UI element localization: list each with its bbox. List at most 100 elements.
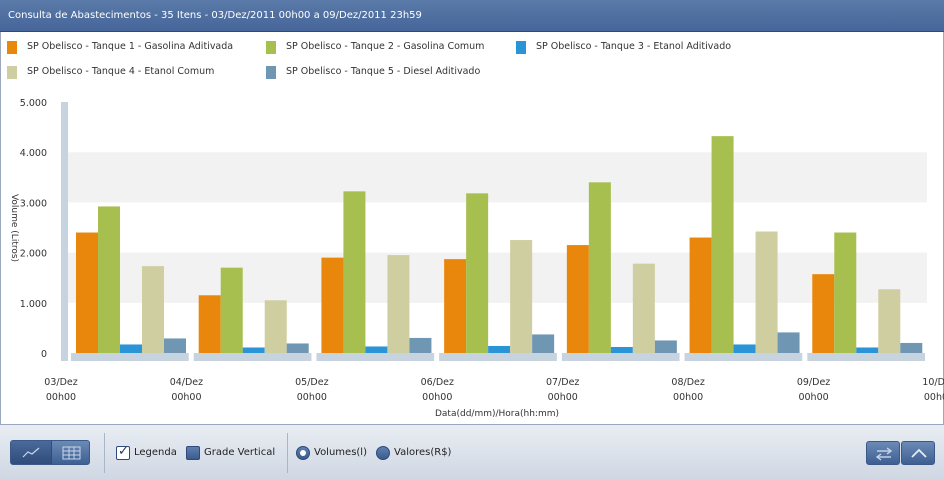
bar (343, 191, 366, 353)
y-tick-label: 0 (41, 349, 47, 360)
view-toggle (10, 440, 90, 465)
collapse-button[interactable] (901, 441, 935, 465)
x-tick-date: 08/Dez (671, 377, 704, 388)
legend-item-tank-3[interactable]: SP Obelisco - Tanque 3 - Etanol Aditivad… (516, 40, 731, 54)
y-axis-line (61, 102, 68, 361)
bar (689, 237, 712, 353)
grid-checkbox-label: Grade Vertical (204, 447, 276, 458)
grid-band (68, 202, 927, 253)
x-tick-time: 00h00 (548, 392, 578, 403)
swap-icon (875, 447, 893, 461)
bar (632, 263, 655, 353)
bar (321, 257, 344, 353)
radio-selected[interactable] (296, 446, 310, 460)
legend-item-tank-1[interactable]: SP Obelisco - Tanque 1 - Gasolina Aditiv… (7, 40, 233, 54)
bar (588, 182, 611, 353)
radio-unselected[interactable] (376, 446, 390, 460)
bar (755, 231, 778, 353)
chevron-up-icon (911, 448, 927, 458)
window-title: Consulta de Abastecimentos - 35 Itens - … (8, 10, 422, 21)
bar (566, 245, 589, 353)
y-axis-label: Volume (Litros) (9, 194, 19, 262)
x-tick-time: 00h00 (297, 392, 327, 403)
bar (409, 337, 432, 353)
grid-checkbox[interactable]: Grade Vertical (186, 445, 275, 461)
chart-view-button[interactable] (11, 441, 51, 464)
y-tick-label: 2.000 (20, 249, 47, 260)
category-base (316, 353, 435, 361)
category-base (193, 353, 312, 361)
grid-band (68, 102, 927, 153)
category-base (439, 353, 557, 361)
table-view-button[interactable] (51, 441, 89, 464)
legend-item-tank-2[interactable]: SP Obelisco - Tanque 2 - Gasolina Comum (266, 40, 484, 54)
bar (610, 346, 633, 353)
category-base (71, 353, 189, 361)
bar-chart: 0 1.000 2.000 3.000 4.000 5.000 Volume (Litros… (9, 98, 944, 419)
volumes-radio[interactable]: Volumes(l) (296, 445, 367, 461)
y-tick-label: 1.000 (20, 299, 47, 310)
bar (387, 255, 410, 353)
bar (264, 300, 287, 353)
y-tick-label: 5.000 (20, 98, 47, 109)
x-tick-date: 06/Dez (421, 377, 454, 388)
category-base (807, 353, 925, 361)
x-tick-date: 09/Dez (797, 377, 830, 388)
legend-item-tank-4[interactable]: SP Obelisco - Tanque 4 - Etanol Comum (7, 65, 214, 79)
values-radio[interactable]: Valores(R$) (376, 445, 451, 461)
x-tick-date: 03/Dez (44, 377, 77, 388)
x-tick-time: 00h00 (46, 392, 76, 403)
legend-swatch (7, 40, 17, 54)
x-tick-time: 00h00 (924, 392, 944, 403)
x-tick-date: 10/Dez (922, 377, 944, 388)
legend-label: SP Obelisco - Tanque 2 - Gasolina Comum (286, 41, 485, 52)
legend-swatch (266, 65, 276, 79)
legend-checkbox[interactable]: ✓ Legenda (116, 444, 177, 461)
bar (488, 345, 511, 353)
grid-band (68, 252, 927, 303)
bar (812, 274, 835, 353)
x-tick-time: 00h00 (798, 392, 828, 403)
legend-swatch (266, 40, 276, 54)
bar (654, 340, 677, 353)
bar (510, 240, 533, 353)
legend-swatch (7, 65, 17, 79)
x-tick-date: 04/Dez (170, 377, 203, 388)
bar (242, 347, 265, 353)
bar (286, 343, 309, 353)
x-tick-date: 07/Dez (546, 377, 579, 388)
y-tick-label: 3.000 (20, 198, 47, 209)
category-base (684, 353, 803, 361)
x-tick-time: 00h00 (171, 392, 201, 403)
values-radio-label: Valores(R$) (394, 447, 452, 458)
bar (164, 338, 186, 353)
checkbox-checked[interactable]: ✓ (116, 444, 130, 460)
volumes-radio-label: Volumes(l) (314, 447, 367, 458)
bar (142, 266, 164, 353)
x-tick-time: 00h00 (422, 392, 452, 403)
bar (444, 259, 467, 353)
bar (900, 342, 923, 353)
bar (777, 332, 800, 353)
x-tick-date: 05/Dez (295, 377, 328, 388)
bar (733, 344, 756, 353)
legend-label: SP Obelisco - Tanque 1 - Gasolina Aditiv… (27, 41, 234, 52)
bar (198, 295, 221, 353)
x-axis-label: Data(dd/mm)/Hora(hh:mm) (435, 409, 559, 419)
legend-label: SP Obelisco - Tanque 3 - Etanol Aditivad… (536, 41, 732, 52)
bar (98, 206, 120, 353)
bar (878, 289, 901, 353)
swap-button[interactable] (866, 441, 900, 465)
window-titlebar: Consulta de Abastecimentos - 35 Itens - … (0, 0, 944, 32)
toolbar-divider (287, 433, 288, 473)
bottom-toolbar: ✓ Legenda Grade Vertical Volumes(l) Valor… (0, 424, 944, 480)
grid-band (68, 152, 927, 203)
bar (220, 267, 243, 353)
bar (76, 232, 98, 353)
bar (834, 232, 857, 353)
bar (532, 334, 555, 353)
x-tick-time: 00h00 (673, 392, 703, 403)
checkbox-unchecked[interactable] (186, 446, 200, 460)
legend-label: SP Obelisco - Tanque 5 - Diesel Aditivad… (286, 66, 481, 77)
legend-item-tank-5[interactable]: SP Obelisco - Tanque 5 - Diesel Aditivad… (266, 65, 480, 79)
